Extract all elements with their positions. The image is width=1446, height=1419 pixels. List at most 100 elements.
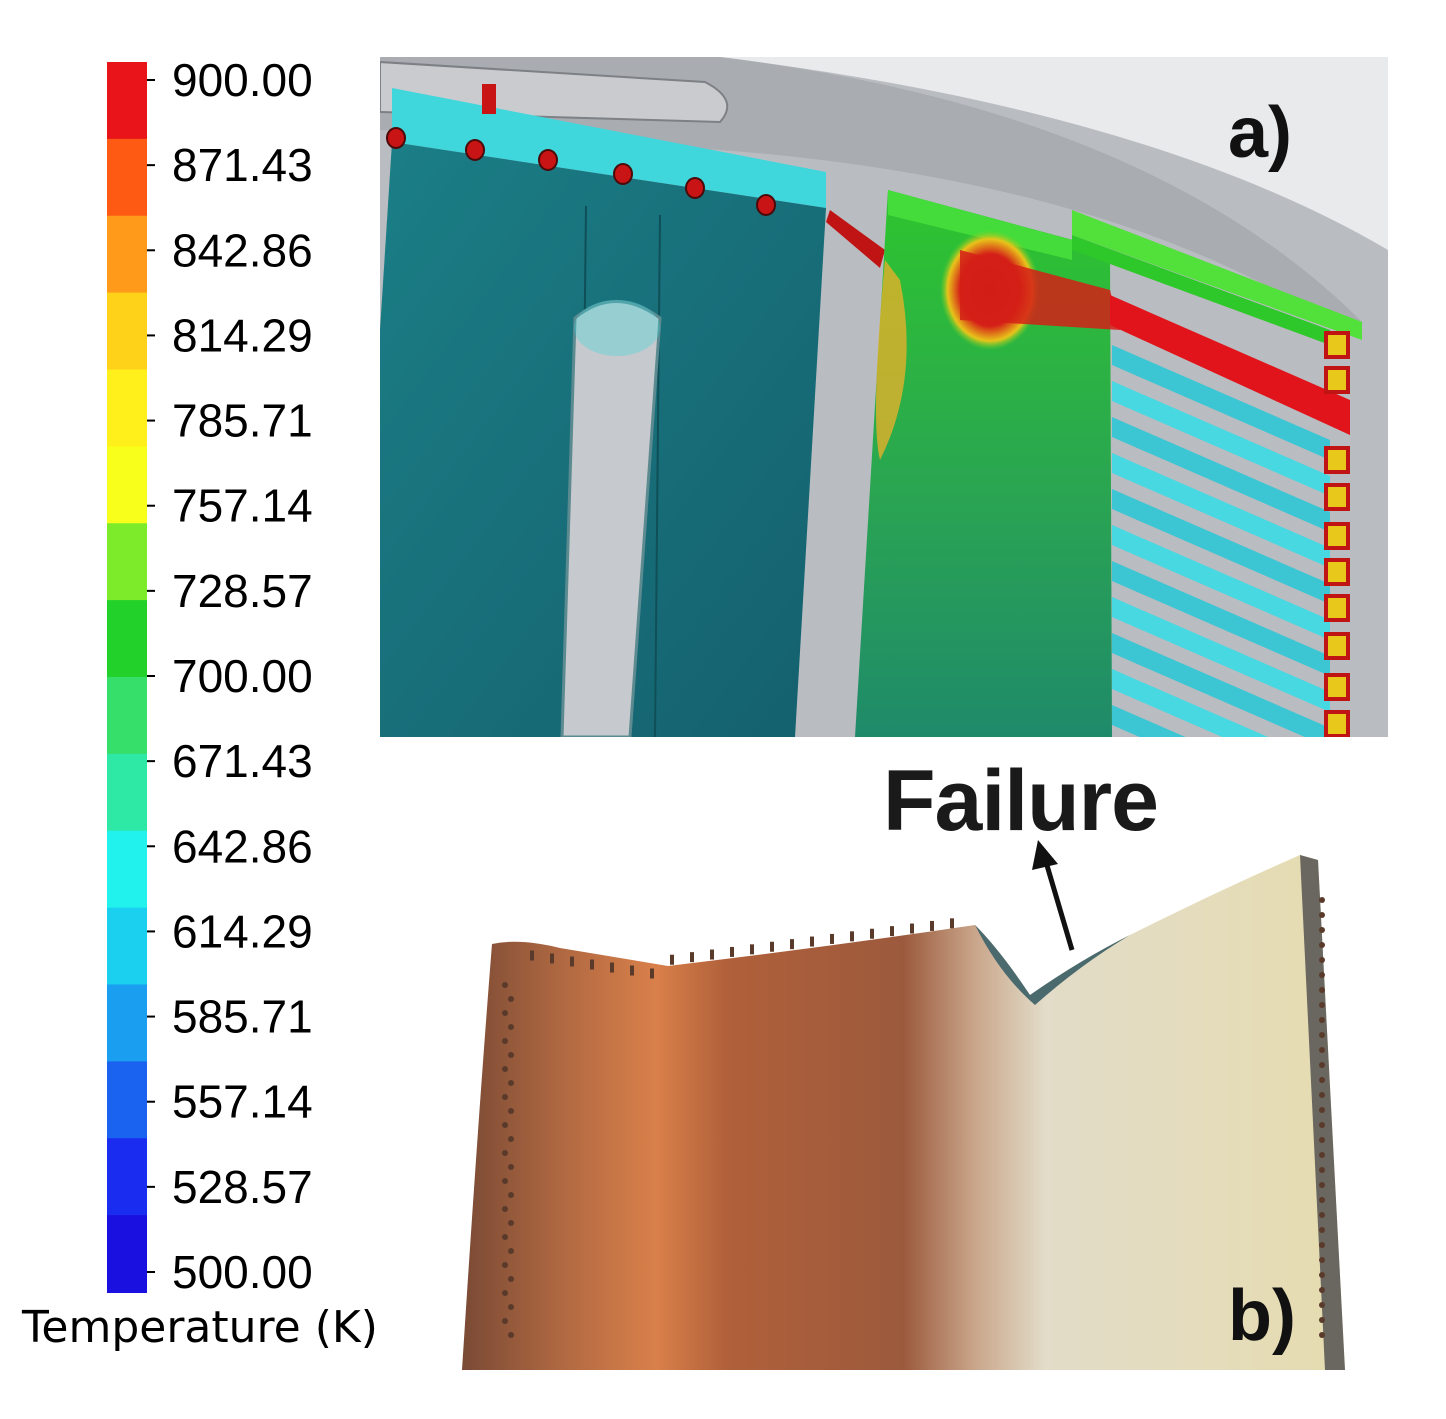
blade-cooling-hole [1319,942,1325,948]
scale-band [107,907,147,986]
scale-band [107,677,147,755]
blade-cooling-hole [508,1164,514,1170]
blade-cooling-hole [950,918,954,929]
edge-socket [1324,446,1350,474]
blade-cooling-hole [502,1234,508,1240]
blade-cooling-hole [910,923,914,934]
failure-arrow [1043,861,1075,951]
scale-tick-label: 900.00 [172,54,313,106]
scale-tick-label: 785.71 [172,395,313,447]
blade-cooling-hole [1319,1302,1325,1308]
blade-cooling-hole [1319,1107,1325,1113]
blade-cooling-hole [502,1206,508,1212]
temperature-scale-ticks: 900.00 871.43 842.86 814.29 785.71 757.14 728.… [147,54,313,1298]
edge-socket [1324,558,1350,586]
edge-socket [1324,522,1350,550]
blade-cooling-hole [508,1220,514,1226]
blade-cooling-hole [508,1304,514,1310]
scale-tick-label: 814.29 [172,309,313,361]
scale-tick-label: 757.14 [172,480,313,532]
scale-band [107,984,147,1063]
cooling-rib [1112,525,1330,640]
scale-band [107,1138,147,1217]
cooling-rib [1112,633,1330,737]
scale-tick-label: 728.57 [172,565,313,617]
blade-cooling-hole [710,949,714,960]
blade-cooling-hole [502,1290,508,1296]
scale-tick-label: 528.57 [172,1161,313,1213]
blade-cooling-hole [1319,927,1325,933]
blade-cooling-hole [770,941,774,952]
cooling-rib [1112,453,1330,568]
blade-cooling-hole [508,1024,514,1030]
scale-tick-label: 585.71 [172,991,313,1043]
blade-cooling-hole [550,953,554,964]
panel-a-label: a) [1228,93,1293,173]
edge-socket [1324,366,1350,394]
cfd-temperature-model [380,57,1388,737]
blade-cooling-hole [670,954,674,965]
scale-band [107,1215,147,1293]
blade-cooling-hole [508,1332,514,1338]
blade-cooling-hole [1319,1167,1325,1173]
cooling-rib [1112,417,1330,532]
scale-tick-label: 614.29 [172,905,313,957]
blade-cooling-hole [590,959,594,970]
blade-cooling-hole [890,926,894,937]
blade-cooling-hole [1319,1137,1325,1143]
blade-cooling-hole [1319,1002,1325,1008]
blade-cooling-hole [502,1150,508,1156]
blade-cooling-hole [1319,1197,1325,1203]
scale-tick-label: 700.00 [172,650,313,702]
cooling-rib [1112,705,1186,737]
blade-cooling-hole [1319,1152,1325,1158]
scale-tick-label: 671.43 [172,735,313,787]
scale-tick-label: 871.43 [172,139,313,191]
blade-cooling-hole [1319,1032,1325,1038]
blade-cooling-hole [730,946,734,957]
blade-cooling-hole [502,1318,508,1324]
cooling-rib [1112,669,1269,737]
blade-cooling-hole [508,1080,514,1086]
failure-annotation: Failure [883,753,1159,849]
blade-cooling-hole [508,1108,514,1114]
blade-cooling-hole [502,1066,508,1072]
scale-tick-label: 557.14 [172,1076,313,1128]
blade-cooling-hole [508,1136,514,1142]
blade-cooling-hole [1319,1272,1325,1278]
blade-cooling-hole [502,1010,508,1016]
edge-socket [1324,632,1350,660]
blade-cooling-hole [1319,1227,1325,1233]
temperature-color-scale [107,62,147,1293]
blade-cooling-hole [502,1038,508,1044]
blade-cooling-hole [750,944,754,955]
blade-cooling-hole [1319,1017,1325,1023]
blade-cooling-hole [1319,897,1325,903]
failure-arrow-head [1032,840,1058,870]
blade-cooling-hole [502,1262,508,1268]
edge-socket [1324,710,1350,737]
blade-cooling-hole [1319,1122,1325,1128]
blade-cooling-hole [1319,1092,1325,1098]
blade-cooling-hole [502,1178,508,1184]
blade-cooling-hole [1319,1062,1325,1068]
scale-band [107,600,147,678]
legend-title: Temperature (K) [22,1302,378,1353]
blade-cooling-hole [1319,1077,1325,1083]
blade-cooling-hole [630,965,634,976]
blade-cooling-hole [508,1052,514,1058]
blade-cooling-hole [1319,1182,1325,1188]
scale-band [107,446,147,525]
blade-cooling-hole [1319,1332,1325,1338]
scale-band [107,523,147,602]
edge-socket [1324,483,1350,511]
scale-band [107,830,147,909]
blade-cooling-hole [502,1122,508,1128]
blade-cooling-hole [930,920,934,931]
scale-band [107,138,147,217]
panel-b-label: b) [1228,1276,1296,1356]
blade-cooling-hole [650,968,654,979]
blade-cooling-hole [1319,957,1325,963]
scale-band [107,753,147,832]
